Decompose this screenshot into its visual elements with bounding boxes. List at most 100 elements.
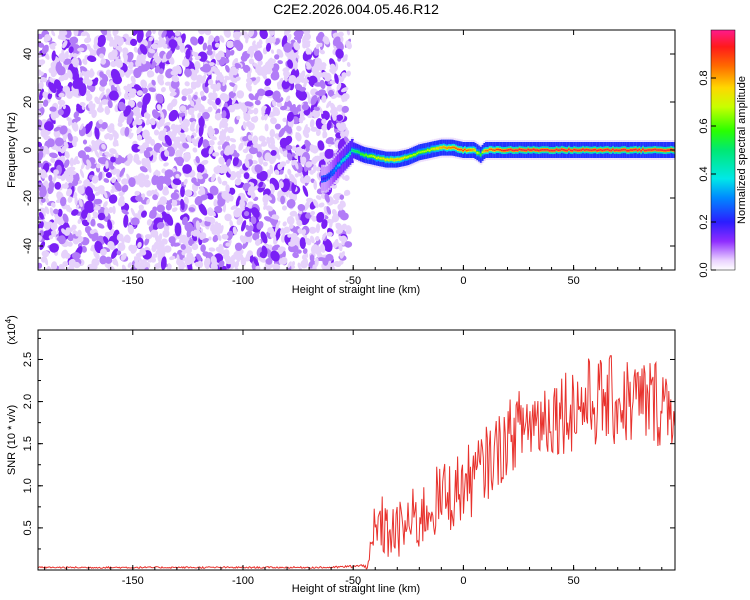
noise-speck: [226, 40, 234, 49]
noise-speck: [63, 229, 71, 236]
noise-speck: [78, 198, 83, 208]
noise-speck: [77, 218, 82, 224]
noise-speck: [107, 100, 113, 109]
ridge-core: [497, 148, 501, 151]
noise-speck: [182, 118, 190, 128]
noise-speck: [256, 221, 264, 230]
colorbar-tick-label: 0.6: [698, 118, 710, 133]
ridge-core: [568, 148, 571, 151]
noise-speck: [285, 159, 290, 164]
noise-speck: [71, 209, 79, 216]
noise-speck: [174, 222, 182, 237]
noise-speck: [217, 234, 222, 241]
noise-speck: [157, 233, 163, 243]
ridge-core: [649, 149, 652, 151]
noise-speck: [86, 212, 91, 223]
noise-speck: [182, 142, 190, 149]
noise-speck: [212, 234, 219, 243]
noise-speck: [48, 67, 55, 74]
noise-speck: [254, 115, 259, 122]
noise-speck: [104, 134, 109, 140]
noise-speck: [315, 223, 321, 234]
noise-speck: [214, 205, 223, 214]
noise-speck: [208, 139, 215, 146]
noise-speck: [342, 93, 350, 100]
noise-speck: [94, 149, 100, 158]
noise-speck: [193, 94, 198, 100]
noise-speck: [195, 123, 199, 134]
noise-speck: [243, 111, 248, 119]
noise-speck: [259, 30, 268, 40]
noise-speck: [65, 204, 71, 210]
noise-speck: [326, 231, 333, 237]
noise-speck: [276, 101, 283, 108]
ridge-core: [523, 149, 527, 152]
ridge-core: [342, 159, 345, 161]
noise-speck: [330, 102, 336, 111]
noise-speck: [50, 157, 56, 163]
noise-speck: [210, 65, 218, 72]
noise-speck: [141, 59, 147, 65]
noise-speck: [232, 226, 238, 236]
noise-speck: [199, 90, 205, 97]
noise-speck: [130, 75, 136, 84]
noise-speck: [60, 173, 67, 181]
noise-speck: [71, 53, 78, 58]
noise-speck: [163, 239, 168, 245]
noise-speck: [196, 260, 204, 269]
noise-speck: [191, 243, 199, 251]
noise-speck: [296, 249, 302, 254]
noise-speck: [163, 245, 172, 253]
noise-speck: [195, 97, 201, 107]
noise-speck: [329, 108, 337, 115]
noise-speck: [84, 200, 94, 214]
noise-speck: [160, 86, 166, 93]
noise-speck: [137, 145, 145, 150]
noise-speck: [104, 231, 111, 238]
ridge-core: [582, 148, 585, 151]
noise-speck: [310, 235, 315, 244]
ridge-core: [613, 149, 617, 152]
noise-speck: [112, 30, 119, 35]
noise-speck: [105, 160, 109, 170]
noise-speck: [247, 134, 253, 141]
noise-speck: [331, 213, 340, 223]
noise-speck: [136, 53, 143, 63]
noise-speck: [239, 198, 246, 209]
noise-speck: [295, 132, 300, 142]
noise-speck: [221, 117, 228, 124]
noise-speck: [329, 63, 336, 70]
noise-speck: [218, 133, 227, 142]
ridge-core: [522, 149, 525, 151]
ridge-core: [321, 178, 324, 180]
noise-speck: [94, 96, 101, 105]
noise-speck: [38, 41, 45, 48]
ridge-core: [538, 149, 541, 152]
ridge-core: [643, 149, 647, 152]
noise-speck: [306, 197, 314, 203]
noise-speck: [307, 97, 312, 105]
noise-speck: [286, 111, 294, 122]
noise-speck: [155, 93, 164, 104]
noise-speck: [106, 125, 115, 133]
noise-speck: [335, 228, 344, 235]
noise-speck: [103, 178, 110, 183]
noise-speck: [256, 151, 263, 158]
noise-speck: [315, 91, 322, 96]
noise-speck: [243, 172, 250, 180]
ridge-core: [536, 149, 539, 151]
ridge-core: [569, 149, 573, 152]
noise-speck: [50, 111, 57, 121]
noise-speck: [329, 80, 336, 85]
noise-speck: [144, 234, 153, 240]
noise-speck: [151, 30, 156, 35]
noise-speck: [137, 65, 144, 73]
noise-speck: [83, 37, 92, 44]
ridge-core: [564, 149, 568, 152]
noise-speck: [196, 174, 203, 180]
noise-speck: [63, 58, 72, 65]
noise-speck: [56, 61, 63, 70]
noise-speck: [321, 118, 327, 125]
noise-speck: [207, 79, 214, 86]
noise-speck: [146, 147, 153, 152]
